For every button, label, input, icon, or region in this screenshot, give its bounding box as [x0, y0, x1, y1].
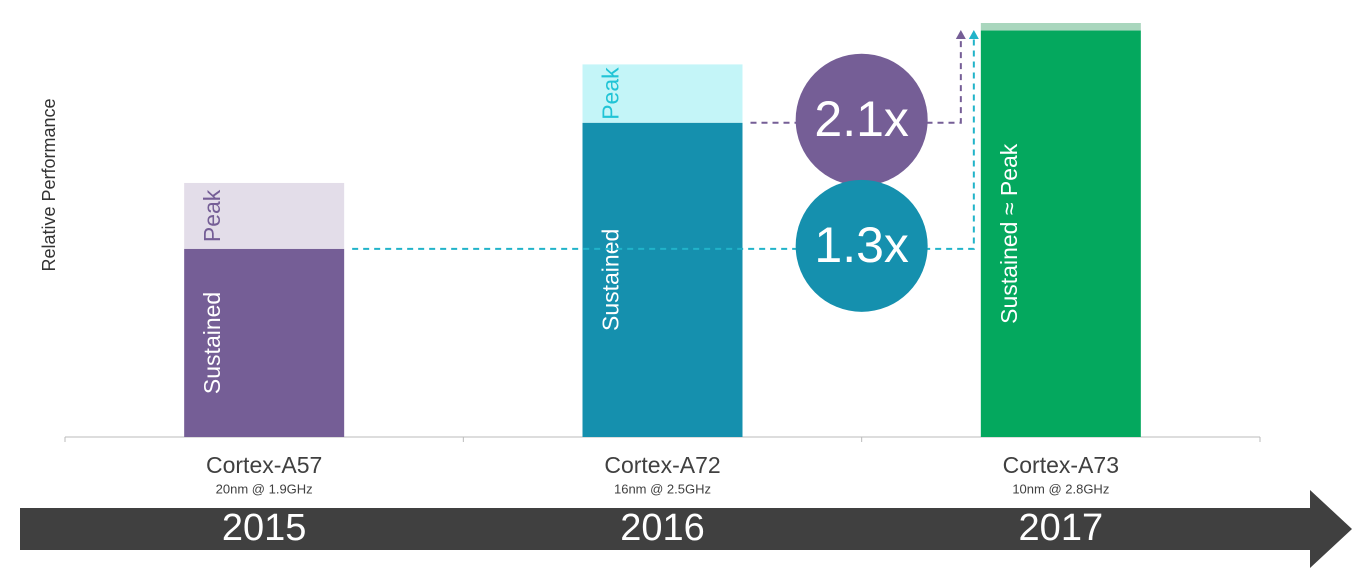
year-label: 2016 [620, 507, 705, 549]
category-note: 16nm @ 2.5GHz [614, 481, 711, 496]
annotation-bubble [795, 179, 928, 312]
category-note: 20nm @ 1.9GHz [216, 481, 313, 496]
annotation-text: 2.1x [814, 91, 909, 147]
y-axis-label: Relative Performance [39, 98, 59, 271]
year-label: 2017 [1019, 507, 1104, 549]
category-label: Cortex-A72 [604, 452, 720, 478]
timeline-arrow [20, 490, 1352, 568]
category-label: Cortex-A73 [1003, 452, 1119, 478]
annotation-arrow [955, 30, 966, 39]
peak-label: Peak [199, 189, 225, 242]
annotation-arrow [968, 30, 979, 39]
peak-bar [184, 182, 345, 249]
sustained-bar [184, 248, 345, 437]
sustained-bar [582, 122, 743, 438]
year-label: 2015 [222, 507, 307, 549]
category-note: 10nm @ 2.8GHz [1012, 481, 1109, 496]
peak-bar [980, 23, 1141, 31]
peak-label: Peak [598, 67, 624, 120]
sustained-label: Sustained ≈ Peak [996, 143, 1022, 324]
category-label: Cortex-A57 [206, 452, 322, 478]
sustained-label: Sustained [598, 229, 624, 331]
annotation-bubble [795, 53, 928, 186]
annotation-text: 1.3x [814, 217, 909, 273]
sustained-label: Sustained [199, 292, 225, 394]
sustained-bar [980, 30, 1141, 437]
annotation-line [352, 35, 975, 250]
peak-bar [582, 64, 743, 123]
